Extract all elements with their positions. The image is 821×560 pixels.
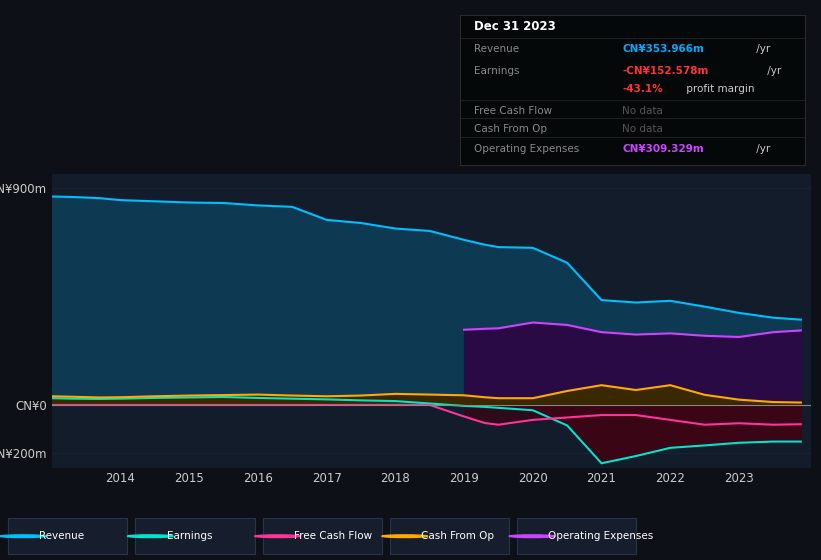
Text: CN¥353.966m: CN¥353.966m	[622, 44, 704, 54]
Text: -CN¥152.578m: -CN¥152.578m	[622, 66, 709, 76]
FancyBboxPatch shape	[263, 518, 382, 554]
Text: -43.1%: -43.1%	[622, 84, 663, 94]
Text: /yr: /yr	[753, 44, 770, 54]
Circle shape	[0, 535, 46, 538]
Circle shape	[509, 535, 555, 538]
Text: Cash From Op: Cash From Op	[421, 531, 494, 541]
Text: Free Cash Flow: Free Cash Flow	[474, 106, 552, 116]
Text: Revenue: Revenue	[474, 44, 519, 54]
Text: Operating Expenses: Operating Expenses	[548, 531, 654, 541]
FancyBboxPatch shape	[517, 518, 636, 554]
Text: No data: No data	[622, 106, 663, 116]
FancyBboxPatch shape	[8, 518, 127, 554]
Text: Cash From Op: Cash From Op	[474, 124, 547, 134]
Text: Revenue: Revenue	[39, 531, 85, 541]
Text: profit margin: profit margin	[682, 84, 754, 94]
FancyBboxPatch shape	[390, 518, 509, 554]
Text: CN¥309.329m: CN¥309.329m	[622, 144, 704, 154]
Text: /yr: /yr	[753, 144, 770, 154]
Text: Dec 31 2023: Dec 31 2023	[474, 21, 556, 34]
Circle shape	[127, 535, 173, 538]
Text: Earnings: Earnings	[474, 66, 520, 76]
Text: /yr: /yr	[764, 66, 781, 76]
FancyBboxPatch shape	[135, 518, 255, 554]
Text: Free Cash Flow: Free Cash Flow	[294, 531, 372, 541]
Circle shape	[382, 535, 428, 538]
Circle shape	[255, 535, 300, 538]
Text: Earnings: Earnings	[167, 531, 212, 541]
Text: Operating Expenses: Operating Expenses	[474, 144, 579, 154]
Text: No data: No data	[622, 124, 663, 134]
